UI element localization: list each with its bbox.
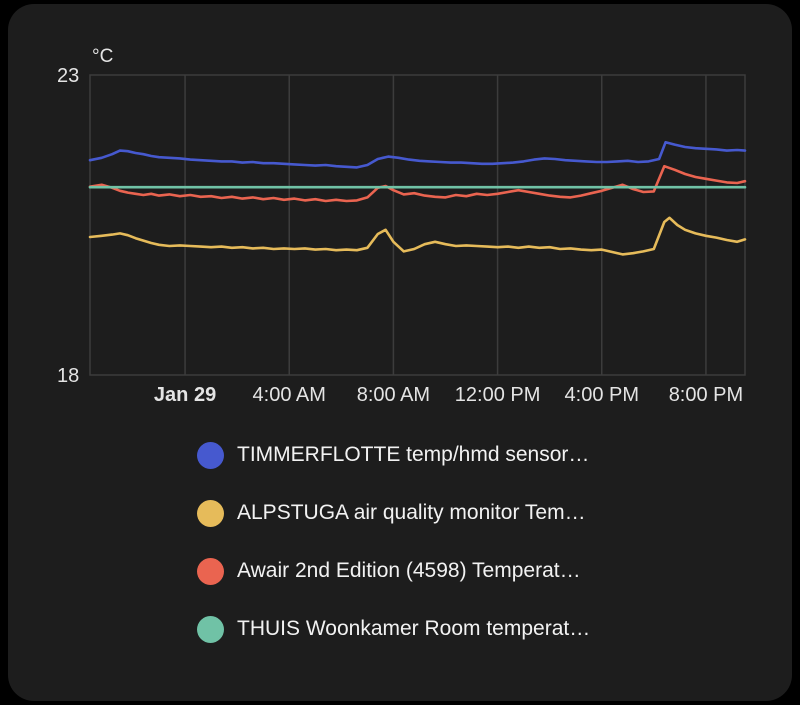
y-tick-label: 23 bbox=[57, 65, 79, 87]
plot-border bbox=[89, 74, 746, 376]
x-tick-label: 8:00 PM bbox=[669, 384, 743, 406]
history-chart-card bbox=[8, 4, 792, 701]
chart-legend: TIMMERFLOTTE temp/hmd sensor… ALPSTUGA ai… bbox=[197, 441, 590, 643]
series-line-1[interactable] bbox=[88, 216, 747, 256]
legend-label: Awair 2nd Edition (4598) Temperat… bbox=[237, 559, 581, 582]
legend-label: TIMMERFLOTTE temp/hmd sensor… bbox=[237, 443, 590, 466]
legend-item[interactable]: ALPSTUGA air quality monitor Tem… bbox=[197, 499, 590, 527]
legend-item[interactable]: THUIS Woonkamer Room temperat… bbox=[197, 615, 590, 643]
legend-item[interactable]: Awair 2nd Edition (4598) Temperat… bbox=[197, 557, 590, 585]
legend-label: ALPSTUGA air quality monitor Tem… bbox=[237, 501, 586, 524]
legend-label: THUIS Woonkamer Room temperat… bbox=[237, 617, 591, 640]
x-tick-label: 4:00 AM bbox=[253, 384, 326, 406]
legend-item[interactable]: TIMMERFLOTTE temp/hmd sensor… bbox=[197, 441, 590, 469]
series-line-0[interactable] bbox=[88, 140, 747, 169]
y-tick-label: 18 bbox=[57, 365, 79, 387]
x-tick-label: 8:00 AM bbox=[357, 384, 430, 406]
axis-unit-label: °C bbox=[92, 46, 113, 67]
x-tick-label: Jan 29 bbox=[154, 384, 216, 406]
legend-color-dot bbox=[197, 499, 224, 527]
x-tick-label: 4:00 PM bbox=[565, 384, 639, 406]
x-tick-label: 12:00 PM bbox=[455, 384, 541, 406]
legend-color-dot bbox=[197, 557, 224, 585]
legend-color-dot bbox=[197, 615, 224, 643]
series-line-2[interactable] bbox=[88, 164, 747, 203]
legend-color-dot bbox=[197, 441, 224, 469]
